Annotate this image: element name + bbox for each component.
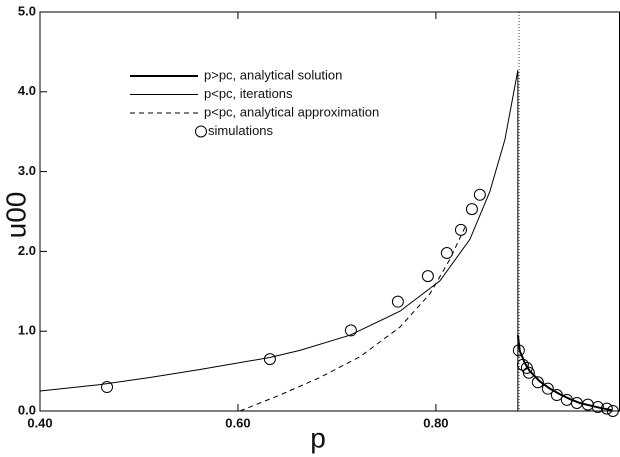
marker	[440, 246, 453, 259]
y-tick-label: 4.0	[18, 83, 36, 98]
legend-label: p<pc, analytical approximation	[204, 104, 379, 119]
marker	[600, 402, 613, 415]
marker	[541, 382, 554, 395]
legend-label: simulations	[208, 123, 274, 138]
legend-marker	[195, 125, 207, 138]
marker	[263, 353, 276, 366]
marker	[531, 376, 544, 389]
y-tick-label: 3.0	[18, 163, 36, 178]
y-axis-label: u00	[0, 192, 31, 239]
marker	[344, 324, 357, 337]
marker	[454, 223, 467, 236]
marker	[465, 203, 478, 216]
y-tick-label: 0.0	[18, 402, 36, 417]
y-tick-label: 2.0	[18, 243, 36, 258]
marker	[606, 405, 619, 417]
series-line	[516, 335, 613, 412]
marker	[516, 358, 529, 371]
legend-label: p<pc, iterations	[204, 86, 293, 101]
marker	[550, 389, 563, 402]
marker	[101, 381, 114, 394]
marker	[591, 401, 604, 414]
series-line	[239, 227, 466, 412]
marker	[512, 344, 525, 357]
legend-label: p>pc, analytical solution	[204, 67, 342, 82]
marker	[421, 270, 434, 283]
series-line	[39, 70, 519, 411]
x-tick-label: 0.40	[27, 415, 52, 430]
marker	[473, 188, 486, 201]
y-tick-label: 5.0	[18, 3, 36, 18]
y-tick-label: 1.0	[18, 323, 36, 338]
x-tick-label: 0.60	[225, 415, 250, 430]
x-tick-label: 0.80	[423, 415, 448, 430]
marker	[522, 366, 535, 379]
marker	[391, 295, 404, 308]
x-axis-label: p	[310, 422, 326, 453]
